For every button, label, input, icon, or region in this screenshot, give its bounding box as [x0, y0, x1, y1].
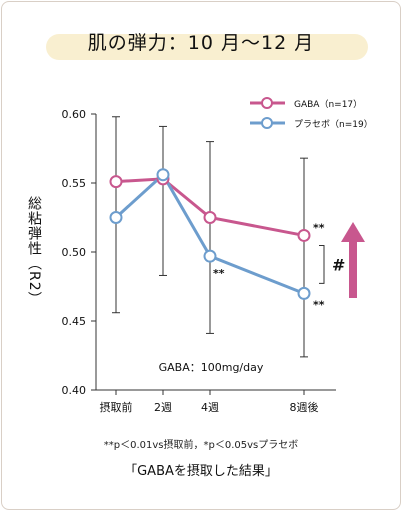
caption: 「GABAを摂取した結果」 [124, 464, 278, 479]
title-highlight [46, 34, 368, 60]
x-tick-label: 8週後 [290, 400, 319, 414]
data-point [156, 168, 170, 182]
y-tick-label: 0.40 [62, 384, 87, 397]
legend-marker-0 [261, 97, 273, 109]
series-line-0 [115, 177, 305, 237]
data-point [109, 211, 123, 224]
x-tick-label: 4週 [201, 401, 219, 414]
legend-label-1: プラセボ（n=19） [294, 119, 373, 130]
significance-between-groups: # [332, 255, 345, 274]
data-point [297, 286, 311, 300]
legend-marker-1 [261, 117, 273, 129]
footnote: **p＜0.01vs摂取前，*p＜0.05vsプラセボ [103, 440, 299, 451]
legend-label-0: GABA（n=17） [294, 99, 362, 110]
series-line-1 [114, 172, 305, 295]
data-point [109, 175, 123, 189]
y-tick-label: 0.55 [62, 177, 87, 190]
significance-placebo-4w: ** [213, 267, 225, 280]
increase-arrow-shaft [349, 238, 357, 298]
group-bracket [319, 244, 325, 284]
chart-title: 肌の弾力：10 月〜12 月 [87, 32, 315, 54]
x-tick-label: 摂取前 [100, 400, 133, 414]
dose-label: GABA：100mg/day [159, 361, 264, 374]
y-tick-label: 0.45 [62, 315, 87, 328]
y-tick-label: 0.60 [62, 108, 87, 121]
data-point [297, 228, 311, 242]
y-axis-label: 総粘弾性（R2） [26, 196, 42, 307]
significance-placebo-8w: ** [313, 298, 325, 311]
data-point [203, 249, 217, 263]
significance-gaba-8w: ** [313, 221, 325, 234]
x-tick-label: 2週 [154, 401, 172, 414]
increase-arrow-head [341, 222, 365, 242]
y-tick-label: 0.50 [62, 246, 87, 259]
data-point [203, 211, 217, 224]
